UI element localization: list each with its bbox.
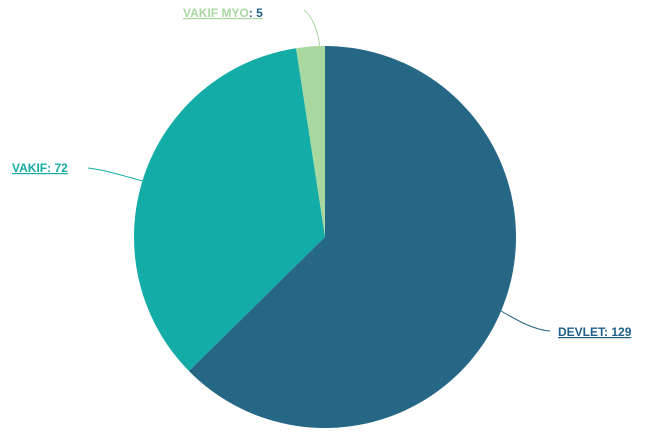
category-label: VAKIF	[12, 161, 47, 175]
value-label: : 5	[249, 6, 263, 20]
category-label: DEVLET	[558, 325, 606, 339]
value-label: : 72	[47, 161, 68, 175]
data-label: VAKIF MYO: 5	[183, 6, 263, 20]
leader-line	[303, 9, 321, 49]
value-label: : 129	[604, 325, 632, 339]
leader-line	[87, 167, 144, 182]
data-label: VAKIF: 72	[12, 161, 68, 175]
data-label: DEVLET: 129	[558, 325, 632, 339]
pie-slice	[295, 46, 325, 237]
pie-slice	[188, 46, 517, 428]
pie-slice	[134, 48, 325, 372]
leader-line	[500, 310, 551, 332]
category-label: VAKIF MYO	[183, 6, 249, 20]
